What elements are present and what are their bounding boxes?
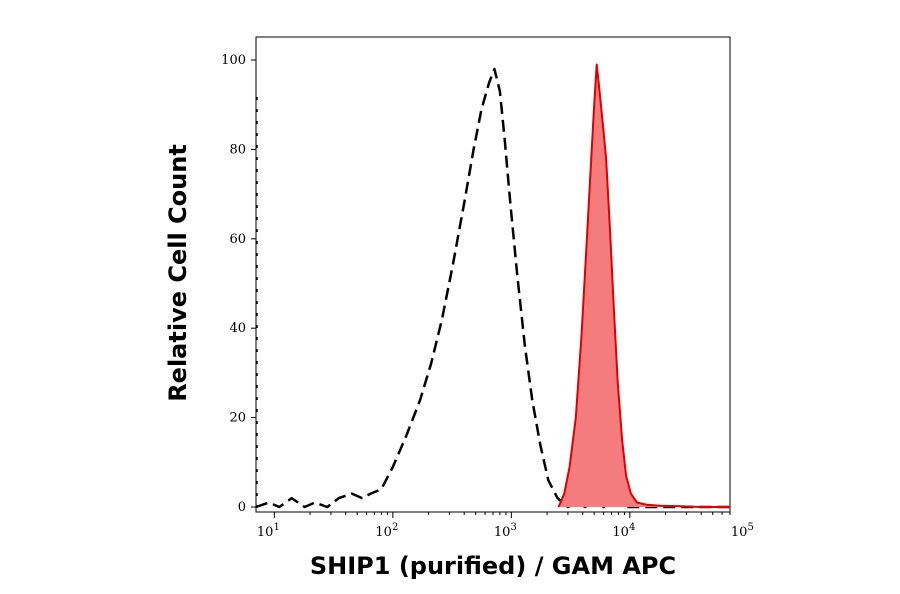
y-tick-label: 40 xyxy=(229,321,246,336)
plot-area xyxy=(255,36,731,513)
y-tick-label: 0 xyxy=(238,500,246,515)
histogram-fill-1 xyxy=(558,64,730,507)
x-tick-label: 102 xyxy=(375,522,398,540)
x-axis-ticks: 101 102 103 104 105 xyxy=(257,512,754,540)
x-tick-label: 104 xyxy=(612,522,635,540)
y-axis-ticks: 0 20 40 60 80 100 xyxy=(221,53,256,515)
plot-frame xyxy=(255,36,731,513)
histogram-line-1 xyxy=(557,63,730,508)
y-tick-label: 20 xyxy=(229,411,246,426)
y-tick-label: 80 xyxy=(229,142,246,157)
y-tick-label: 60 xyxy=(229,232,246,247)
histogram-line-0 xyxy=(255,67,730,509)
x-axis-label: SHIP1 (purified) / GAM APC xyxy=(310,552,676,580)
y-tick-label: 100 xyxy=(221,53,246,68)
x-tick-label: 103 xyxy=(494,522,517,540)
y-axis-label: Relative Cell Count xyxy=(164,144,192,402)
x-tick-label: 105 xyxy=(731,522,754,540)
x-tick-label: 101 xyxy=(257,522,280,540)
